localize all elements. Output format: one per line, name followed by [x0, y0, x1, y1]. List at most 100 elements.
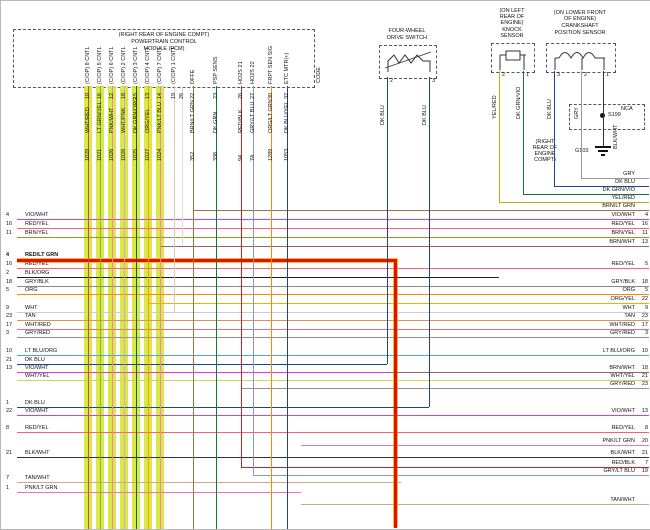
wire-vertical: [253, 86, 254, 475]
wire-color-label: ORG/LT GRN: [268, 99, 274, 133]
circuit-number: 1053: [284, 148, 290, 161]
pin-number: 3: [6, 330, 10, 336]
wire-color-label: BLK/WHT: [610, 450, 635, 456]
wire-color-label: RED/YEL: [25, 261, 49, 267]
pin-number: 9: [6, 305, 10, 311]
knock-sensor-loc-line2: REAR OF: [499, 14, 525, 20]
ground-location-line4: COMPT): [534, 157, 556, 163]
circuit-number: 352: [190, 151, 196, 161]
wire-color-label: DK BLU: [25, 357, 45, 363]
wire-horizontal: [17, 492, 301, 493]
wire-color-label: VIO/WHT: [25, 365, 49, 371]
knock-sensor-name-line2: SENSOR: [500, 33, 524, 39]
wire-highlighted-run: [394, 259, 397, 528]
pin-number: 5: [6, 287, 10, 293]
pin-number: 8: [644, 425, 648, 431]
crank-sensor-loc-line2: OF ENGINE): [563, 16, 597, 22]
pin-number: 21: [6, 450, 13, 456]
wire-color-label: DK GRN: [213, 111, 219, 133]
pcm-title-line1: POWERTRAIN CONTROL: [131, 39, 197, 45]
crank-sensor-name-line1: CRANKSHAFT: [561, 23, 599, 29]
wire-color-label: GRY/BLK: [25, 279, 49, 285]
pin-number: 10: [6, 348, 13, 354]
pin-number: 4: [6, 252, 10, 258]
pin-number: 19: [171, 92, 177, 99]
wire-horizontal: [17, 372, 391, 373]
nca-box: [569, 104, 645, 130]
wire-horizontal: [148, 303, 649, 304]
wire-vertical: [148, 86, 149, 529]
wire-horizontal: [17, 457, 649, 458]
wire-color-label: GRY/LT BLU: [603, 468, 636, 474]
wire-horizontal: [241, 388, 649, 389]
pcm-pin-label: (C/OP) 7 CNTL: [157, 46, 163, 84]
pin-number: 21: [641, 373, 648, 379]
fwd-switch-label-line2: DRIVE SWITCH: [386, 35, 428, 41]
pin-number: 4: [6, 212, 10, 218]
wire-color-label: PNK/LT GRN: [602, 438, 636, 444]
wire-color-label: ORG/YEL: [610, 296, 635, 302]
pin-number: 2: [502, 72, 506, 78]
wire-horizontal: [499, 202, 649, 203]
pin-number: 8: [6, 425, 10, 431]
pin-number: 26: [238, 92, 244, 99]
wire-horizontal: [523, 194, 649, 195]
circuit-number: 1027: [145, 148, 151, 161]
wire-vertical: [499, 71, 500, 202]
pin-number: 7: [644, 460, 648, 466]
wire-color-label: RED/BLK: [611, 460, 635, 466]
wire-color-label: DK GRN/ORG: [133, 97, 139, 133]
wire-vertical: [160, 86, 161, 529]
wire-color-label: DK GRN/VIO: [602, 187, 635, 193]
wire-color-label: LT GRN/YEL: [97, 101, 103, 133]
code-column-label: CODE: [316, 67, 322, 83]
ground-location-line2: REAR OF: [532, 145, 558, 151]
pin-number: 7: [6, 475, 10, 481]
wire-vertical: [581, 71, 582, 178]
wire-color-label: RED/YEL: [25, 425, 49, 431]
wire-color-label: DK BLU: [422, 105, 428, 125]
pin-number: 17: [641, 322, 648, 328]
wire-vertical: [523, 71, 524, 194]
pcm-pin-label: ETC MTR(+): [284, 52, 290, 84]
pcm-pin-label: FRPT SEN SIG: [268, 45, 274, 84]
crank-sensor-box: [546, 43, 616, 73]
wire-horizontal: [241, 467, 649, 468]
wire-color-label: GRY/BLK: [611, 279, 635, 285]
wire-color-label: ORG: [622, 287, 635, 293]
pin-number: 21: [641, 450, 648, 456]
wire-horizontal: [554, 186, 649, 187]
pin-number: 13: [6, 365, 13, 371]
wire-horizontal: [301, 504, 649, 505]
pin-number: 16: [97, 92, 103, 99]
pcm-pin-label: DFFE: [190, 69, 196, 84]
pin-number: 23: [641, 381, 648, 387]
wire-horizontal: [17, 294, 649, 295]
pcm-pin-label: (C/OP) 4 CNTL: [145, 46, 151, 84]
pin-number: 11: [6, 230, 12, 236]
wire-vertical: [193, 86, 194, 529]
wire-vertical: [287, 86, 288, 529]
wire-color-label: PNK/LT GRN: [25, 485, 58, 491]
wire-color-label: WHT/YEL: [25, 373, 50, 379]
pin-number: 2: [390, 78, 394, 84]
pin-number: 23: [213, 92, 219, 99]
pcm-pin-label: (C/OP) 3 CNTL: [133, 46, 139, 84]
pin-number: 11: [642, 230, 648, 236]
pcm-pin-label: (C/OP) 2 CNTL: [121, 46, 127, 84]
pin-number: 22: [190, 92, 196, 99]
circuit-number: 94: [238, 154, 244, 161]
wire-color-label: VIO/WHT: [25, 212, 49, 218]
crank-sensor-name-line2: POSITION SENSOR: [554, 30, 606, 36]
wire-color-label: GRY: [623, 171, 635, 177]
pin-number: 2: [6, 270, 10, 276]
pin-number: 3: [644, 330, 648, 336]
wire-color-label: WHT: [622, 305, 635, 311]
pcm-title-line2: MODULE (PCM): [143, 46, 185, 52]
pin-number: 13: [641, 408, 648, 414]
wire-horizontal: [17, 380, 649, 381]
ground-location-line1: (RIGHT: [535, 139, 555, 145]
pin-number: 23: [641, 313, 648, 319]
pcm-pin-label: HO2S 22: [250, 61, 256, 84]
wire-vertical: [554, 71, 555, 186]
